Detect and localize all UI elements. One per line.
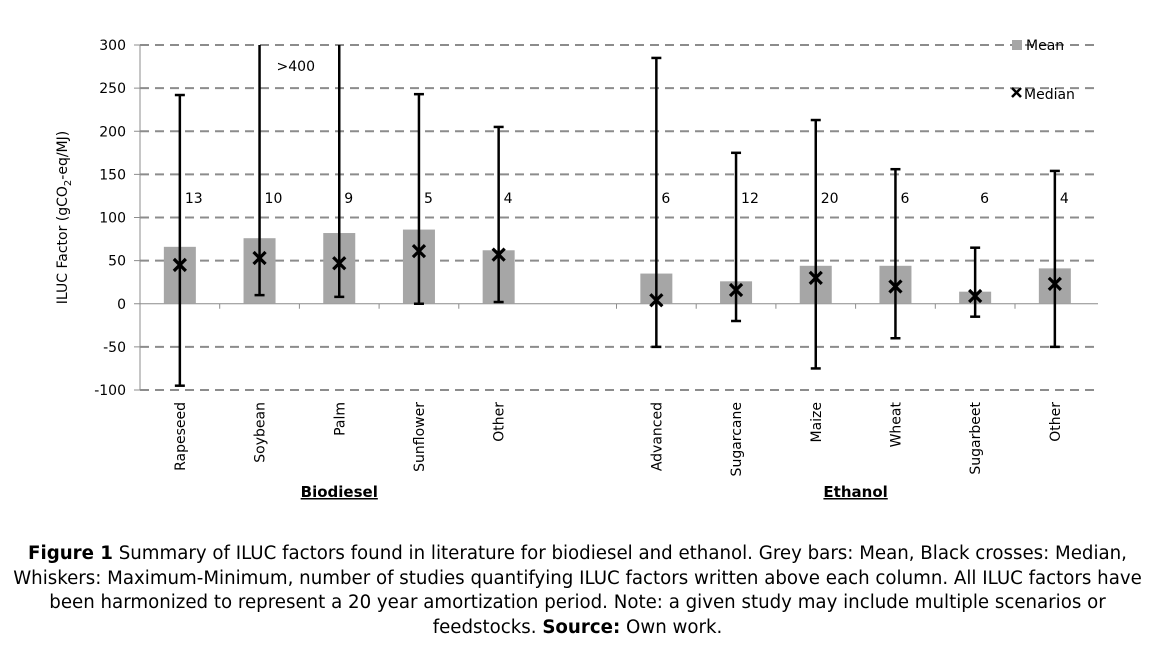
group-label: Ethanol <box>823 483 887 501</box>
category-label: Maize <box>809 402 825 443</box>
axes <box>134 44 1098 391</box>
category-label: Palm <box>332 402 348 436</box>
category-label: Rapeseed <box>173 402 189 471</box>
legend-mean-swatch <box>1012 40 1022 50</box>
study-count: 12 <box>741 191 759 207</box>
median-marker <box>411 244 427 259</box>
median-markers <box>172 244 1062 308</box>
labels: 300 250 200 150 100 50 0 -50 -100 ILUC Factor (gC… <box>55 38 1069 501</box>
source-text: Own work. <box>620 616 723 638</box>
legend-median-marker <box>1011 87 1022 98</box>
iluc-chart: 300 250 200 150 100 50 0 -50 -100 ILUC Factor (gC… <box>55 38 1098 501</box>
legend-median-label: Median <box>1024 87 1075 103</box>
figure-caption: Figure 1 Summary of ILUC factors found i… <box>10 542 1145 640</box>
y-tick-label: 0 <box>117 297 126 313</box>
study-count: 6 <box>661 191 670 207</box>
study-count: 6 <box>900 191 909 207</box>
source-label: Source: <box>542 616 621 638</box>
median-marker <box>332 256 347 271</box>
whiskers <box>174 45 1060 387</box>
y-tick-label: 250 <box>99 81 126 97</box>
y-axis-title-part: -eq/MJ) <box>55 131 71 180</box>
y-tick-label: 200 <box>99 124 126 140</box>
y-tick-label: -100 <box>94 383 126 399</box>
study-count: 4 <box>504 191 513 207</box>
legend: Mean Median <box>1011 38 1075 103</box>
group-label: Biodiesel <box>301 483 378 501</box>
category-label: Sunflower <box>412 402 428 472</box>
y-tick-label: 300 <box>99 38 126 54</box>
study-count: 20 <box>821 191 839 207</box>
category-label: Advanced <box>649 402 665 471</box>
mean-bars <box>163 229 1071 304</box>
study-count: 5 <box>424 191 433 207</box>
y-axis-title: ILUC Factor (gCO2-eq/MJ) <box>55 131 74 304</box>
figure-label: Figure 1 <box>28 543 113 564</box>
study-count: 13 <box>185 191 203 207</box>
legend-mean-label: Mean <box>1026 38 1064 54</box>
category-label: Sugarbeet <box>968 401 984 474</box>
y-tick-label: 150 <box>99 167 126 183</box>
median-marker <box>728 282 744 298</box>
median-marker <box>491 247 506 262</box>
median-marker <box>1047 276 1062 292</box>
category-label: Sugarcane <box>729 402 745 476</box>
median-marker <box>888 279 903 294</box>
y-axis-title-part: ILUC Factor (gCO <box>55 186 71 304</box>
study-count: 6 <box>980 191 989 207</box>
y-axis-title-subscript: 2 <box>63 180 74 186</box>
annotation-label: >400 <box>277 59 315 75</box>
study-count: 4 <box>1060 191 1069 207</box>
category-label: Soybean <box>253 402 269 463</box>
median-marker <box>968 288 983 304</box>
study-count: 9 <box>344 191 353 207</box>
median-marker <box>649 293 664 308</box>
category-label: Wheat <box>888 401 904 447</box>
median-marker <box>808 270 823 286</box>
study-count: 10 <box>265 191 283 207</box>
y-tick-label: 100 <box>99 211 126 227</box>
gridlines <box>140 44 1098 391</box>
caption-text: Summary of ILUC factors found in literat… <box>13 543 1142 638</box>
y-tick-label: 50 <box>108 254 126 270</box>
category-label: Other <box>492 402 508 442</box>
y-tick-label: -50 <box>103 340 126 356</box>
median-marker <box>252 250 267 266</box>
median-marker <box>172 257 187 273</box>
category-label: Other <box>1048 402 1064 442</box>
